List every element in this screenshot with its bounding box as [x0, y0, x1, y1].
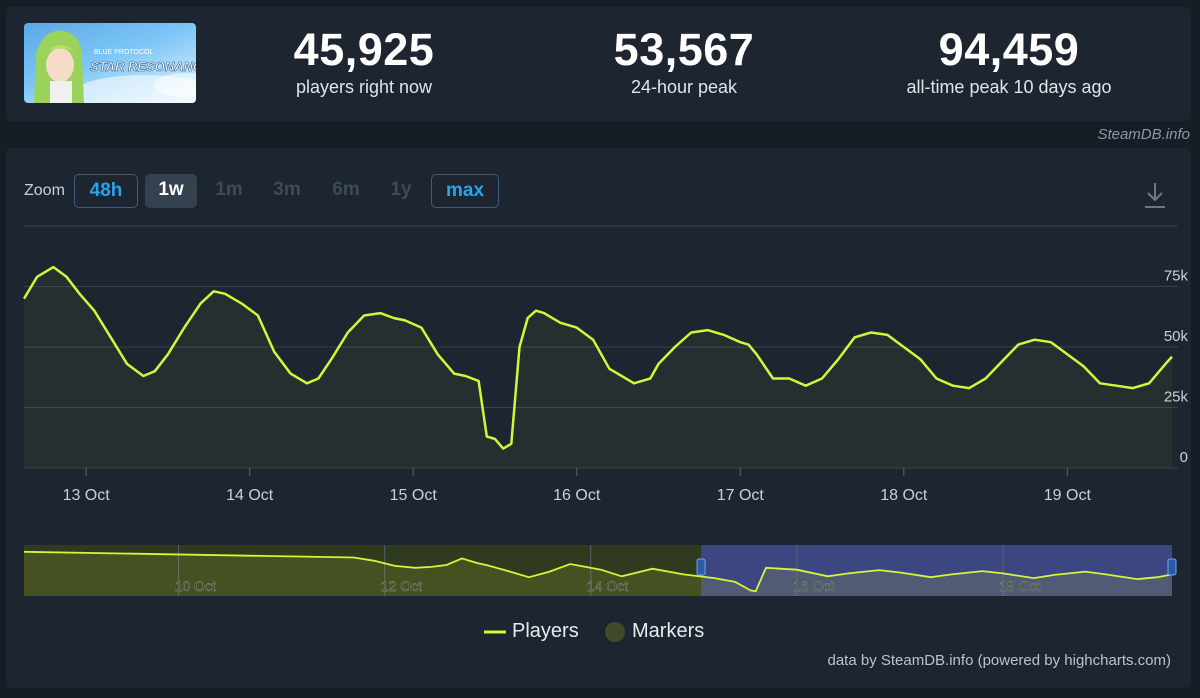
navigator-line — [23, 550, 1173, 593]
navigator-handle[interactable] — [696, 558, 706, 576]
highcharts-credit[interactable]: data by SteamDB.info (powered by highcha… — [827, 652, 1172, 669]
x-tick-label: 13 Oct — [63, 487, 111, 504]
zoom-3m-button[interactable]: 3m — [273, 179, 301, 200]
legend-players[interactable]: Players — [484, 620, 579, 643]
y-tick-label: 25k — [1164, 389, 1189, 406]
all-time-peak-label: all-time peak 10 days ago — [906, 77, 1112, 97]
navigator-tick-label: 16 Oct — [793, 578, 834, 594]
players-area — [24, 267, 1172, 468]
current-players-label: players right now — [295, 77, 433, 97]
legend-markers-label: Markers — [632, 620, 705, 642]
circle-swatch — [605, 621, 625, 642]
navigator-tick-label: 12 Oct — [381, 578, 422, 594]
legend-markers[interactable]: Markers — [604, 620, 704, 643]
chart-legend: Players Markers — [6, 620, 1191, 650]
zoom-1y-button[interactable]: 1y — [390, 179, 412, 200]
game-logo: BLUE PROTOCOL STAR RESONANCE — [24, 23, 196, 103]
navigator-selected-range — [701, 545, 1172, 596]
x-tick-label: 14 Oct — [226, 487, 274, 504]
x-tick-label: 15 Oct — [390, 487, 438, 504]
stat-current-players: 45,925 players right now — [204, 25, 524, 98]
y-tick-label: 75k — [1164, 268, 1189, 285]
chart-panel: 0 25k 50k 75k 13 Oct 14 Oct 15 Oct 16 Oct 17 Oct… — [6, 148, 1191, 688]
zoom-6m-button[interactable]: 6m — [332, 179, 360, 200]
24h-peak-value: 53,567 — [613, 24, 755, 75]
zoom-1m-button[interactable]: 1m — [215, 179, 243, 200]
players-line — [22, 265, 1173, 450]
stats-panel: BLUE PROTOCOL STAR RESONANCE 45,925 play… — [6, 7, 1191, 121]
navigator-tick-label: 14 Oct — [587, 578, 628, 594]
y-tick-label: 50k — [1164, 328, 1189, 345]
current-players-value: 45,925 — [293, 24, 435, 75]
zoom-label: Zoom — [24, 182, 65, 199]
stat-24h-peak: 53,567 24-hour peak — [524, 25, 844, 98]
game-subtitle: BLUE PROTOCOL — [94, 49, 153, 56]
line-swatch — [484, 630, 506, 634]
navigator-handle[interactable] — [1167, 558, 1177, 576]
navigator-area — [24, 551, 1172, 596]
legend-players-label: Players — [512, 620, 579, 642]
zoom-48h-button[interactable]: 48h — [74, 174, 138, 208]
navigator-tick-label: 10 Oct — [175, 578, 216, 594]
x-tick-label: 18 Oct — [880, 487, 928, 504]
zoom-1w-button[interactable]: 1w — [145, 174, 197, 208]
all-time-peak-value: 94,459 — [938, 24, 1080, 75]
x-tick-label: 19 Oct — [1044, 487, 1092, 504]
game-logo-art: BLUE PROTOCOL STAR RESONANCE — [34, 30, 196, 103]
zoom-max-button[interactable]: max — [431, 174, 499, 208]
x-tick-label: 16 Oct — [553, 487, 601, 504]
navigator-tick-label: 18 Oct — [999, 578, 1040, 594]
download-icon[interactable] — [1143, 180, 1167, 210]
steamdb-credit[interactable]: SteamDB.info — [1097, 126, 1190, 143]
player-chart[interactable]: 0 25k 50k 75k 13 Oct 14 Oct 15 Oct 16 Oct 17 Oct… — [6, 148, 1191, 688]
x-tick-label: 17 Oct — [717, 487, 765, 504]
game-title: STAR RESONANCE — [90, 59, 196, 74]
stat-all-time-peak: 94,459 all-time peak 10 days ago — [849, 25, 1169, 98]
24h-peak-label: 24-hour peak — [630, 77, 738, 97]
y-tick-label: 0 — [1180, 449, 1188, 466]
